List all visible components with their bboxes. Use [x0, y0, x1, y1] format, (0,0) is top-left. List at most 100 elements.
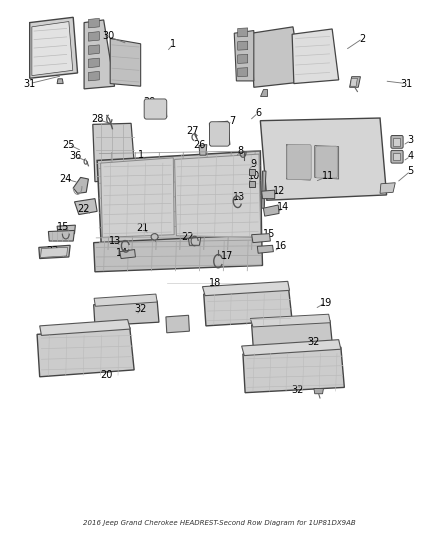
- Text: 21: 21: [137, 223, 149, 233]
- Text: 22: 22: [77, 204, 89, 214]
- Text: 1: 1: [138, 150, 144, 160]
- Polygon shape: [202, 281, 290, 296]
- Polygon shape: [88, 58, 99, 68]
- FancyBboxPatch shape: [391, 150, 403, 163]
- Text: 32: 32: [307, 337, 320, 347]
- Text: 16: 16: [275, 241, 287, 252]
- Polygon shape: [188, 237, 201, 245]
- Text: 24: 24: [60, 174, 72, 184]
- Text: 4: 4: [407, 151, 413, 161]
- Polygon shape: [48, 230, 74, 241]
- Text: 17: 17: [221, 251, 233, 261]
- Ellipse shape: [151, 233, 158, 240]
- Polygon shape: [250, 181, 254, 187]
- Polygon shape: [393, 138, 400, 146]
- Polygon shape: [88, 31, 99, 41]
- Polygon shape: [251, 314, 330, 327]
- Polygon shape: [41, 247, 67, 257]
- Polygon shape: [175, 154, 261, 237]
- Polygon shape: [234, 30, 254, 81]
- Text: 25: 25: [63, 140, 75, 150]
- Text: 19: 19: [319, 297, 332, 308]
- Polygon shape: [204, 289, 292, 326]
- Polygon shape: [37, 327, 134, 377]
- Text: 13: 13: [233, 191, 245, 201]
- Polygon shape: [243, 347, 344, 393]
- Polygon shape: [260, 118, 387, 200]
- Text: 31: 31: [400, 78, 412, 88]
- Polygon shape: [209, 121, 230, 146]
- Text: 9: 9: [251, 159, 257, 169]
- Polygon shape: [94, 235, 262, 272]
- Text: 10: 10: [248, 172, 260, 181]
- Polygon shape: [238, 28, 248, 37]
- Text: 20: 20: [101, 370, 113, 379]
- Polygon shape: [252, 233, 270, 243]
- Polygon shape: [40, 319, 130, 335]
- Polygon shape: [238, 41, 248, 50]
- Polygon shape: [199, 144, 207, 155]
- Polygon shape: [260, 89, 267, 96]
- Polygon shape: [250, 169, 254, 175]
- Polygon shape: [166, 316, 189, 333]
- Text: 8: 8: [238, 146, 244, 156]
- FancyBboxPatch shape: [144, 99, 167, 119]
- Polygon shape: [238, 68, 248, 77]
- Polygon shape: [393, 153, 400, 160]
- Text: 36: 36: [69, 151, 81, 161]
- Polygon shape: [94, 294, 157, 306]
- Text: 6: 6: [255, 108, 261, 118]
- Text: 30: 30: [102, 31, 114, 42]
- Text: 32: 32: [134, 304, 147, 314]
- Polygon shape: [94, 301, 159, 326]
- Text: 22: 22: [181, 232, 194, 243]
- Polygon shape: [57, 225, 75, 233]
- Polygon shape: [88, 18, 99, 28]
- Polygon shape: [93, 123, 135, 182]
- Text: 18: 18: [208, 278, 221, 288]
- Text: 14: 14: [277, 202, 290, 212]
- Polygon shape: [32, 21, 73, 76]
- Text: 15: 15: [263, 229, 275, 239]
- Polygon shape: [380, 183, 395, 193]
- Polygon shape: [84, 20, 115, 89]
- Polygon shape: [39, 245, 70, 259]
- Polygon shape: [97, 151, 261, 251]
- FancyBboxPatch shape: [287, 144, 311, 180]
- Polygon shape: [88, 45, 99, 54]
- Text: 29: 29: [143, 97, 155, 107]
- Text: 32: 32: [291, 384, 304, 394]
- Text: 7: 7: [229, 116, 235, 126]
- Text: 28: 28: [91, 114, 103, 124]
- Polygon shape: [350, 78, 357, 86]
- FancyBboxPatch shape: [316, 146, 337, 178]
- Polygon shape: [350, 77, 360, 87]
- Polygon shape: [315, 146, 339, 179]
- Polygon shape: [30, 17, 78, 78]
- FancyBboxPatch shape: [391, 135, 403, 148]
- FancyBboxPatch shape: [209, 122, 230, 146]
- Polygon shape: [257, 245, 273, 253]
- Polygon shape: [73, 177, 88, 193]
- Polygon shape: [120, 249, 135, 259]
- Text: 13: 13: [110, 236, 121, 246]
- Text: 12: 12: [273, 185, 285, 196]
- Text: 15: 15: [57, 222, 70, 232]
- Polygon shape: [145, 100, 167, 118]
- Text: 14: 14: [116, 248, 128, 259]
- Polygon shape: [252, 27, 302, 87]
- Text: 5: 5: [407, 166, 413, 176]
- Polygon shape: [252, 320, 333, 356]
- Polygon shape: [88, 71, 99, 81]
- Polygon shape: [263, 205, 279, 216]
- Polygon shape: [57, 79, 63, 84]
- Polygon shape: [261, 190, 275, 199]
- Text: 1: 1: [170, 39, 177, 49]
- Text: 11: 11: [321, 172, 334, 181]
- Text: 2016 Jeep Grand Cherokee HEADREST-Second Row Diagram for 1UP81DX9AB: 2016 Jeep Grand Cherokee HEADREST-Second…: [83, 520, 355, 526]
- Polygon shape: [261, 171, 266, 208]
- Polygon shape: [292, 29, 339, 84]
- Text: 31: 31: [24, 78, 36, 88]
- Text: 27: 27: [187, 126, 199, 136]
- Text: 26: 26: [193, 140, 205, 150]
